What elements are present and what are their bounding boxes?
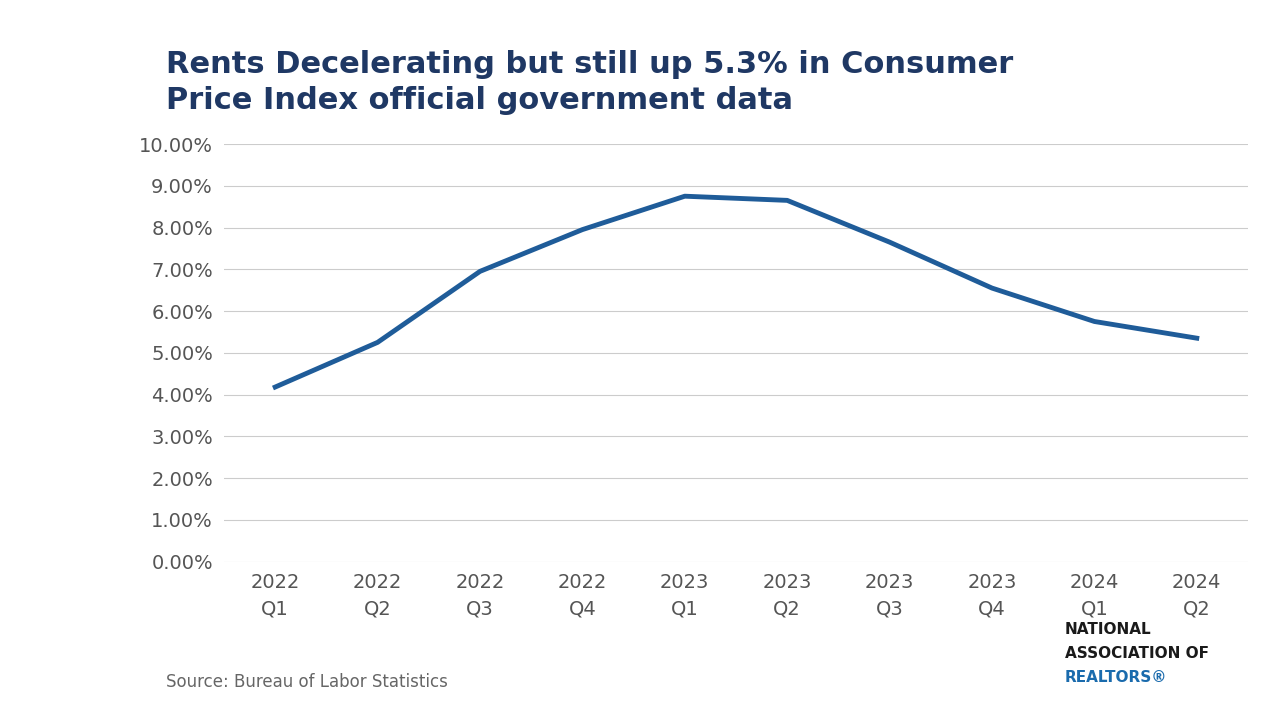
- Bar: [964, 627, 983, 690]
- Polygon shape: [983, 621, 1011, 668]
- Text: NATIONAL: NATIONAL: [1065, 623, 1152, 637]
- Text: Rents Decelerating but still up 5.3% in Consumer
Price Index official government: Rents Decelerating but still up 5.3% in …: [166, 50, 1014, 115]
- Polygon shape: [983, 668, 1029, 690]
- Text: REALTORS®: REALTORS®: [1065, 670, 1167, 685]
- Text: ASSOCIATION OF: ASSOCIATION OF: [1065, 647, 1210, 661]
- Text: Source: Bureau of Labor Statistics: Source: Bureau of Labor Statistics: [166, 673, 448, 691]
